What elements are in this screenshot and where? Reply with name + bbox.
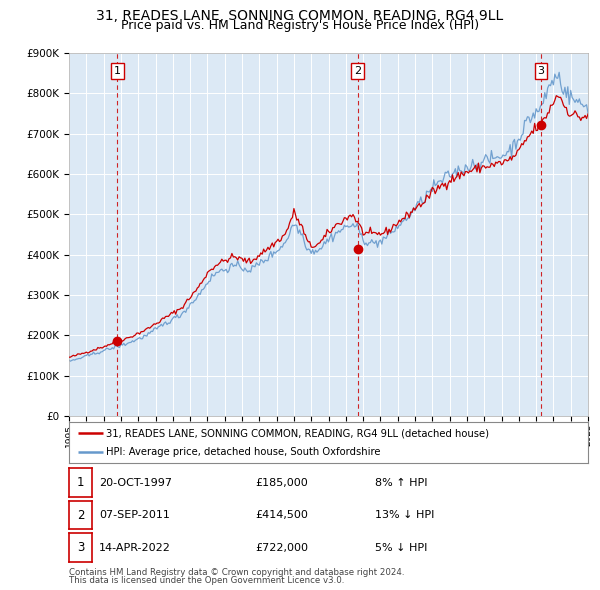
Text: 20-OCT-1997: 20-OCT-1997 (99, 478, 172, 487)
Text: 07-SEP-2011: 07-SEP-2011 (99, 510, 170, 520)
Text: £722,000: £722,000 (255, 543, 308, 552)
Text: Price paid vs. HM Land Registry's House Price Index (HPI): Price paid vs. HM Land Registry's House … (121, 19, 479, 32)
Text: £414,500: £414,500 (255, 510, 308, 520)
Text: 13% ↓ HPI: 13% ↓ HPI (375, 510, 434, 520)
Text: 1: 1 (77, 476, 84, 489)
Text: 8% ↑ HPI: 8% ↑ HPI (375, 478, 427, 487)
Text: 31, READES LANE, SONNING COMMON, READING, RG4 9LL: 31, READES LANE, SONNING COMMON, READING… (97, 9, 503, 24)
Text: This data is licensed under the Open Government Licence v3.0.: This data is licensed under the Open Gov… (69, 576, 344, 585)
Text: £185,000: £185,000 (255, 478, 308, 487)
Text: 5% ↓ HPI: 5% ↓ HPI (375, 543, 427, 552)
Text: 31, READES LANE, SONNING COMMON, READING, RG4 9LL (detached house): 31, READES LANE, SONNING COMMON, READING… (106, 428, 490, 438)
Text: 3: 3 (77, 541, 84, 554)
Text: Contains HM Land Registry data © Crown copyright and database right 2024.: Contains HM Land Registry data © Crown c… (69, 568, 404, 577)
Text: 2: 2 (354, 66, 361, 76)
Text: 2: 2 (77, 509, 84, 522)
Text: 14-APR-2022: 14-APR-2022 (99, 543, 171, 552)
Text: 3: 3 (538, 66, 544, 76)
Text: HPI: Average price, detached house, South Oxfordshire: HPI: Average price, detached house, Sout… (106, 447, 381, 457)
Text: 1: 1 (114, 66, 121, 76)
